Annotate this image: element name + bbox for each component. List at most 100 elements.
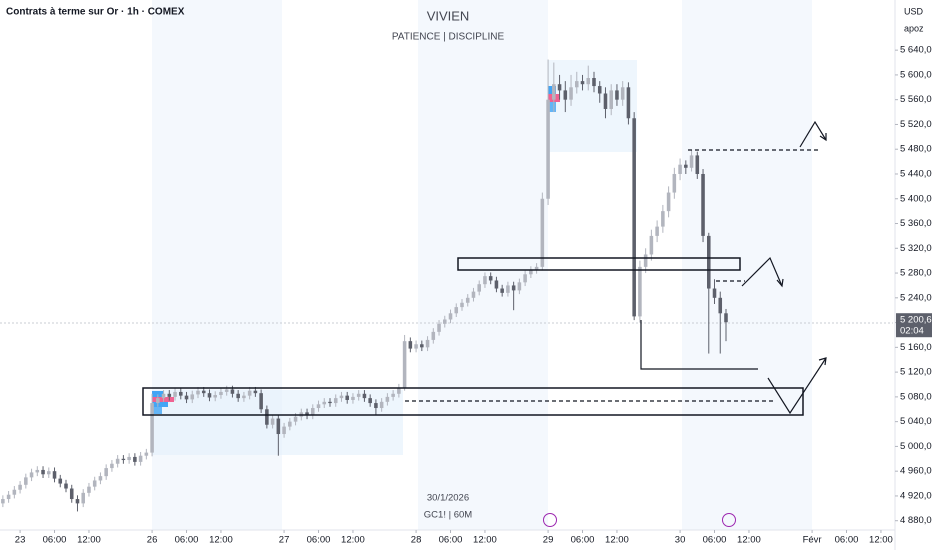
- x-tick-label: 27: [279, 535, 290, 546]
- candle-body: [282, 426, 286, 435]
- x-tick-label: 06:00: [43, 535, 67, 546]
- candle-body: [156, 398, 160, 404]
- candles: [1, 59, 728, 512]
- candle-body: [362, 393, 367, 399]
- candle-body: [190, 394, 195, 400]
- candle-body: [196, 390, 200, 395]
- x-tick-label: 06:00: [703, 535, 727, 546]
- candle-body: [632, 118, 636, 317]
- y-tick-label: 5 080,0: [900, 391, 932, 402]
- candle-body: [603, 93, 608, 109]
- currency[interactable]: USD: [904, 6, 924, 16]
- candle-body: [276, 418, 281, 435]
- candle-body: [494, 280, 499, 289]
- candle-body: [597, 86, 602, 94]
- y-tick-label: 5 440,0: [900, 168, 932, 179]
- candle-body: [666, 192, 671, 212]
- y-tick-label: 5 480,0: [900, 144, 932, 155]
- x-tick-label: 06:00: [175, 535, 199, 546]
- chart-title: VIVIEN: [427, 8, 470, 23]
- candle-body: [684, 164, 688, 168]
- candle-body: [385, 396, 390, 402]
- author[interactable]: apoz: [904, 23, 924, 33]
- candle-body: [265, 409, 269, 425]
- candle-body: [35, 469, 40, 473]
- x-tick-label: 12:00: [869, 535, 893, 546]
- candle-body: [1, 499, 5, 504]
- candle-body: [270, 418, 275, 425]
- candle-body: [259, 393, 263, 410]
- candle-body: [110, 463, 114, 469]
- y-tick-label: 5 000,0: [900, 441, 932, 452]
- y-tick-label: 5 320,0: [900, 243, 932, 254]
- candle-body: [414, 344, 418, 349]
- candle-body: [678, 164, 682, 174]
- candle-body: [580, 81, 585, 85]
- candle-body: [333, 398, 338, 404]
- x-tick-label: 28: [411, 535, 422, 546]
- candle-body: [374, 403, 378, 409]
- candle-body: [75, 499, 80, 504]
- candle-body: [626, 87, 631, 119]
- candle-body: [592, 78, 596, 87]
- candle-body: [488, 276, 493, 281]
- x-tick-label: 26: [147, 535, 158, 546]
- candle-body: [293, 416, 298, 422]
- x-tick-label: 12:00: [473, 535, 497, 546]
- candle-body: [511, 285, 516, 291]
- candle-body: [6, 494, 11, 500]
- y-tick-label: 5 120,0: [900, 367, 932, 378]
- candle-body: [718, 297, 723, 314]
- candle-body: [534, 266, 539, 270]
- candle-body: [517, 282, 522, 291]
- y-tick-label: 5 520,0: [900, 119, 932, 130]
- candle-body: [69, 488, 74, 500]
- y-tick-label: 4 920,0: [900, 490, 932, 501]
- x-tick-label: 12:00: [341, 535, 365, 546]
- candle-body: [288, 421, 292, 427]
- candle-body: [397, 387, 401, 394]
- candle-body: [12, 489, 17, 495]
- y-tick-label: 4 960,0: [900, 466, 932, 477]
- candle-body: [609, 90, 613, 109]
- candle-body: [167, 393, 172, 397]
- candle-body: [454, 307, 459, 314]
- candle-body: [620, 87, 625, 100]
- candle-body: [92, 480, 97, 487]
- y-tick-label: 5 040,0: [900, 416, 932, 427]
- candle-body: [706, 235, 711, 289]
- candle-body: [121, 458, 126, 461]
- x-tick-label: 30: [675, 535, 686, 546]
- candle-body: [437, 323, 441, 332]
- candle-body: [500, 288, 504, 293]
- candle-body: [379, 401, 384, 409]
- symbol-title: Contrats à terme sur Or · 1h · COMEX: [6, 7, 185, 18]
- candle-body: [311, 408, 315, 416]
- drawings: [142, 120, 827, 416]
- candle-body: [87, 486, 91, 493]
- candle-body: [615, 90, 619, 100]
- event-icons: [543, 513, 736, 527]
- candle-body: [356, 393, 361, 397]
- candle-body: [460, 302, 464, 308]
- price-tag: [896, 313, 932, 338]
- candle-body: [345, 395, 349, 400]
- candle-body: [184, 395, 189, 400]
- candle-body: [207, 393, 212, 398]
- x-tick-label: 06:00: [439, 535, 463, 546]
- candle-body: [328, 401, 332, 404]
- candle-body: [552, 84, 556, 100]
- candle-body: [351, 396, 355, 400]
- candle-body: [144, 452, 149, 456]
- candle-body: [506, 285, 510, 293]
- candle-body: [316, 404, 321, 409]
- candle-body: [115, 458, 120, 464]
- candle-body: [465, 297, 470, 303]
- candle-body: [133, 456, 137, 462]
- candle-body: [81, 492, 85, 504]
- y-tick-label: 5 600,0: [900, 69, 932, 80]
- candle-body: [569, 87, 573, 100]
- y-tick-label: 5 280,0: [900, 268, 932, 279]
- candle-body: [161, 393, 166, 399]
- x-tick-label: 12:00: [209, 535, 233, 546]
